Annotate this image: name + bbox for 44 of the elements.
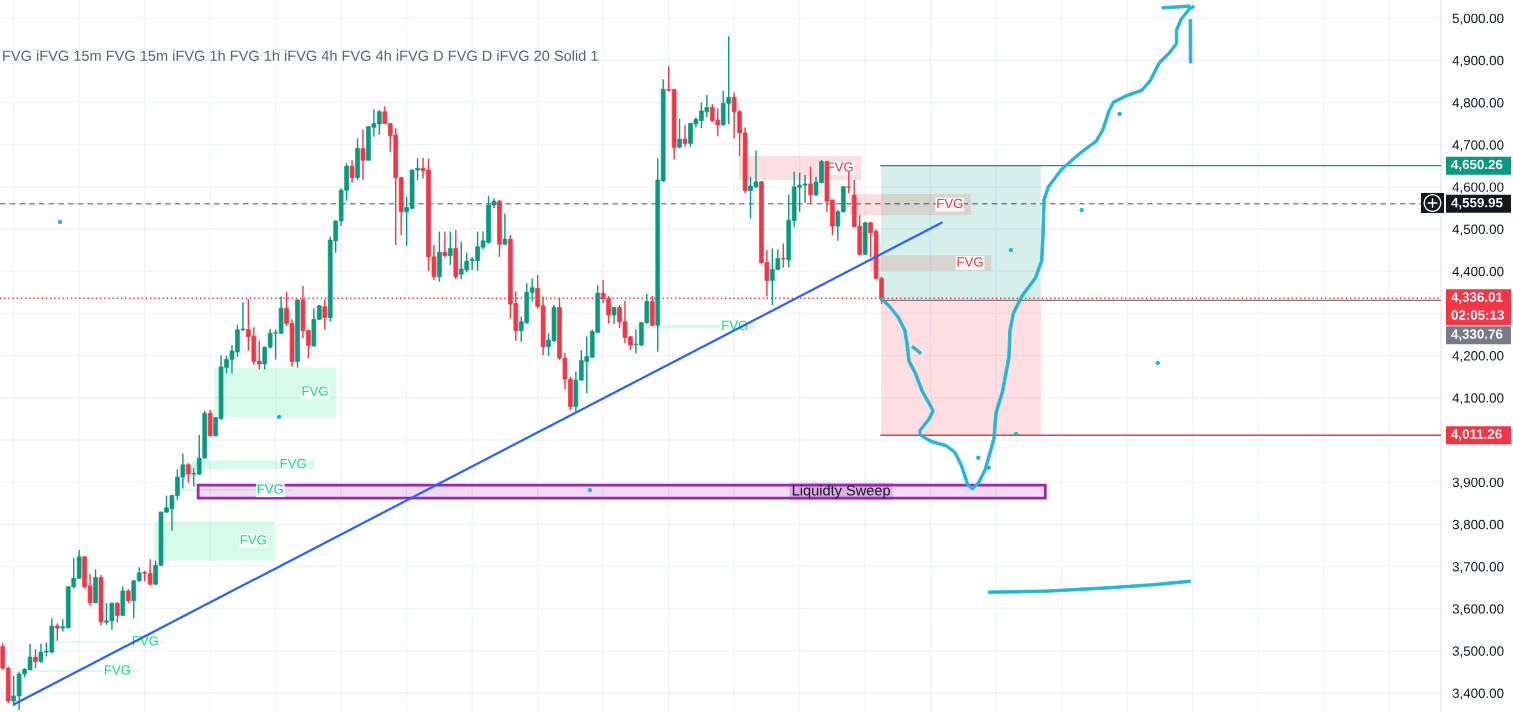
candlestick — [349, 159, 355, 184]
candlestick — [846, 170, 852, 194]
candlestick — [780, 242, 786, 269]
ref-line-label: 4,559.95 — [1451, 197, 1503, 210]
y-tick-label: 4,500.00 — [1452, 224, 1504, 236]
band-label: FVG — [280, 458, 306, 469]
y-tick-label: 3,900.00 — [1452, 477, 1504, 489]
candlestick — [360, 128, 366, 181]
band-label: FVG — [302, 386, 328, 396]
y-tick-label: 3,600.00 — [1452, 604, 1504, 616]
band-label: FVG — [104, 665, 131, 675]
candlestick — [115, 601, 120, 624]
y-tick-label: 3,500.00 — [1452, 646, 1504, 658]
candlestick — [33, 648, 38, 669]
ref-line-label: 4,336.01 02:05:13 — [1451, 292, 1504, 320]
band-label: FVG — [257, 484, 283, 494]
candlestick — [186, 462, 191, 484]
y-tick-label: 4,800.00 — [1452, 98, 1504, 110]
candlestick — [502, 212, 508, 246]
band-label: Liquidty Sweep — [792, 484, 890, 499]
band-label: FVG — [937, 198, 963, 209]
candlestick — [808, 165, 813, 205]
band-label: FVG — [240, 535, 266, 545]
ref-line-label: 4,011.26 — [1451, 429, 1502, 441]
y-tick-label: 4,700.00 — [1452, 140, 1504, 152]
y-tick-label: 4,400.00 — [1452, 266, 1504, 278]
ref-line-label: 4,650.26 — [1451, 159, 1503, 172]
candlestick — [207, 409, 213, 438]
y-tick-label: 5,000.00 — [1452, 13, 1504, 25]
y-tick-label: 3,800.00 — [1452, 519, 1504, 531]
y-tick-label: 3,400.00 — [1452, 688, 1504, 700]
y-tick-label: 4,200.00 — [1452, 351, 1504, 363]
candlestick — [677, 117, 682, 150]
y-tick-label: 4,900.00 — [1452, 55, 1504, 67]
candlestick — [448, 230, 453, 266]
text: FVG iFVG 15m FVG 15m iFVG 1h FVG 1h iFVG 4h FVG 4h iFVG D FVG D iFVG 20 Solid 1 — [3, 50, 598, 61]
band-label: FVG — [957, 257, 983, 267]
y-tick-label: 4,100.00 — [1452, 393, 1504, 405]
candlestick — [322, 298, 328, 331]
y-tick-label: 3,700.00 — [1452, 562, 1504, 574]
ref-line-label: 4,330.76 — [1451, 329, 1503, 341]
y-tick-label: 4,600.00 — [1452, 182, 1504, 194]
candlestick — [442, 230, 448, 258]
candlestick — [682, 124, 688, 148]
